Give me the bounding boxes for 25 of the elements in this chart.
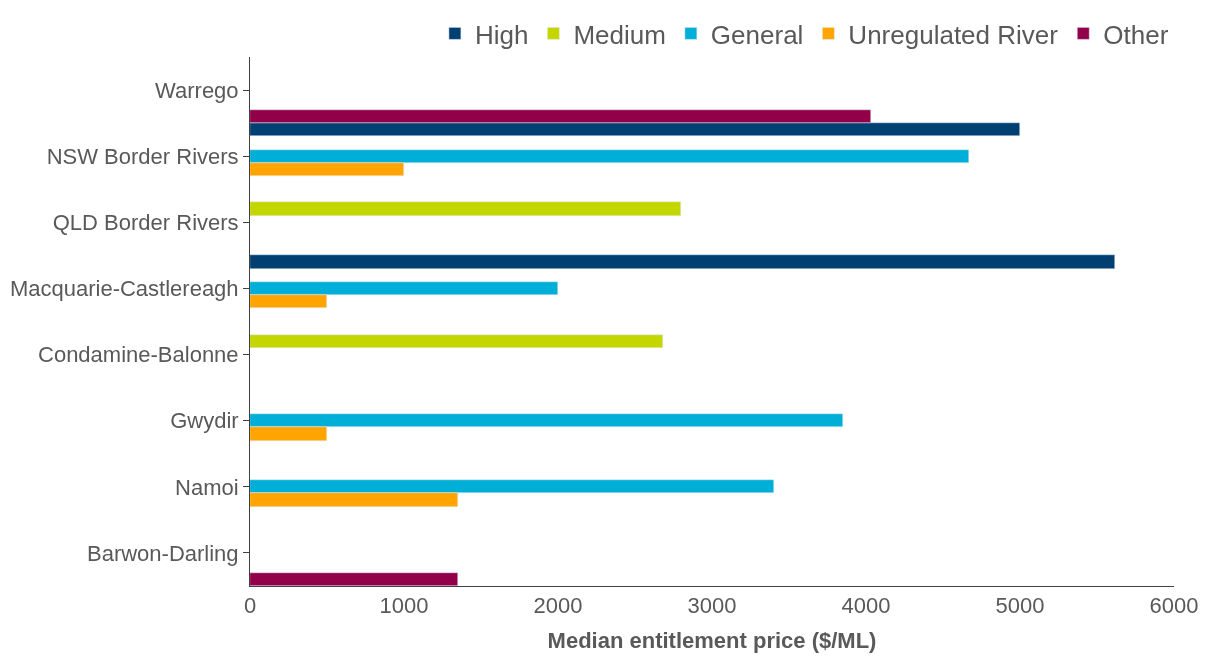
x-axis-title: Median entitlement price ($/ML) [547, 628, 877, 654]
legend-label: Medium [573, 19, 666, 50]
x-tick-label: 2000 [533, 593, 583, 619]
y-tick-label: Barwon-Darling [86, 540, 239, 566]
y-tick-label: NSW Border Rivers [46, 143, 239, 169]
legend-label: Unregulated River [848, 19, 1059, 50]
x-tick-label: 4000 [841, 593, 891, 619]
legend-label: Other [1103, 19, 1169, 50]
x-tick-label: 1000 [379, 593, 429, 619]
y-tick-label: Gwydir [170, 408, 239, 434]
x-tick-label: 0 [243, 593, 257, 619]
x-tick-label: 6000 [1149, 593, 1199, 619]
y-tick-label: Warrego [155, 77, 239, 103]
x-tick-label: 5000 [995, 593, 1045, 619]
y-tick-label: Condamine-Balonne [38, 342, 239, 368]
y-tick-label: QLD Border Rivers [52, 210, 239, 236]
legend-label: General [710, 19, 804, 50]
y-tick-label: Macquarie-Castlereagh [9, 276, 239, 302]
y-tick-label: Namoi [175, 474, 239, 500]
bar [250, 334, 663, 348]
bar [250, 254, 1115, 269]
bar [250, 201, 681, 216]
x-tick-label: 3000 [687, 593, 737, 619]
legend-label: High [474, 19, 529, 50]
bar [250, 572, 458, 586]
